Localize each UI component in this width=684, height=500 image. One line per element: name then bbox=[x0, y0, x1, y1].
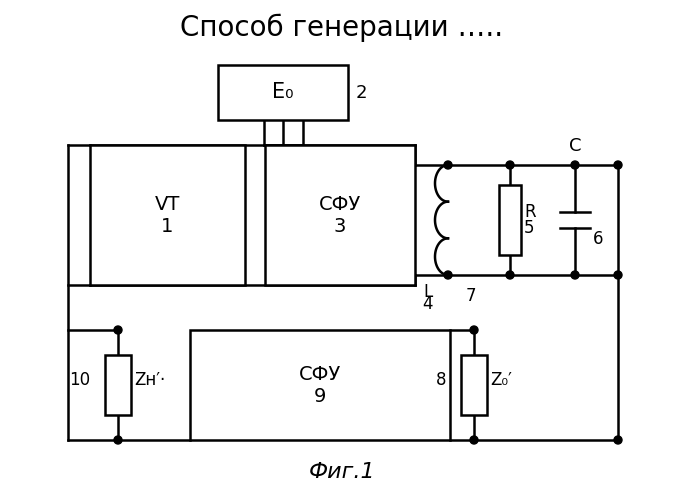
Text: L: L bbox=[424, 283, 433, 301]
Bar bbox=[190, 330, 450, 440]
Text: VT
1: VT 1 bbox=[155, 194, 180, 235]
Text: Zн′·: Zн′· bbox=[134, 371, 166, 389]
Circle shape bbox=[444, 161, 452, 169]
Circle shape bbox=[114, 436, 122, 444]
Text: Z₀′: Z₀′ bbox=[490, 371, 512, 389]
Text: 2: 2 bbox=[356, 84, 367, 102]
Text: 7: 7 bbox=[466, 287, 477, 305]
Text: 5: 5 bbox=[524, 219, 534, 237]
Circle shape bbox=[444, 271, 452, 279]
Text: C: C bbox=[569, 137, 581, 155]
Circle shape bbox=[571, 271, 579, 279]
Circle shape bbox=[571, 161, 579, 169]
Text: 8: 8 bbox=[436, 371, 446, 389]
Text: R: R bbox=[524, 203, 536, 221]
Text: 6: 6 bbox=[593, 230, 603, 248]
Circle shape bbox=[506, 161, 514, 169]
Text: Способ генерации …..: Способ генерации ….. bbox=[181, 14, 503, 42]
Bar bbox=[499, 185, 521, 255]
Text: 10: 10 bbox=[69, 371, 90, 389]
Text: 4: 4 bbox=[423, 295, 433, 313]
Circle shape bbox=[614, 436, 622, 444]
Bar bbox=[90, 145, 245, 285]
Text: E₀: E₀ bbox=[272, 82, 293, 102]
Circle shape bbox=[114, 326, 122, 334]
Bar bbox=[105, 355, 131, 415]
Text: СФУ
9: СФУ 9 bbox=[299, 364, 341, 406]
Circle shape bbox=[470, 436, 478, 444]
Bar bbox=[265, 145, 415, 285]
Circle shape bbox=[470, 326, 478, 334]
Circle shape bbox=[506, 271, 514, 279]
Bar bbox=[461, 355, 487, 415]
Circle shape bbox=[614, 271, 622, 279]
Bar bbox=[218, 65, 348, 120]
Circle shape bbox=[614, 161, 622, 169]
Text: СФУ
3: СФУ 3 bbox=[319, 194, 361, 235]
Text: Фиг.1: Фиг.1 bbox=[308, 462, 376, 482]
